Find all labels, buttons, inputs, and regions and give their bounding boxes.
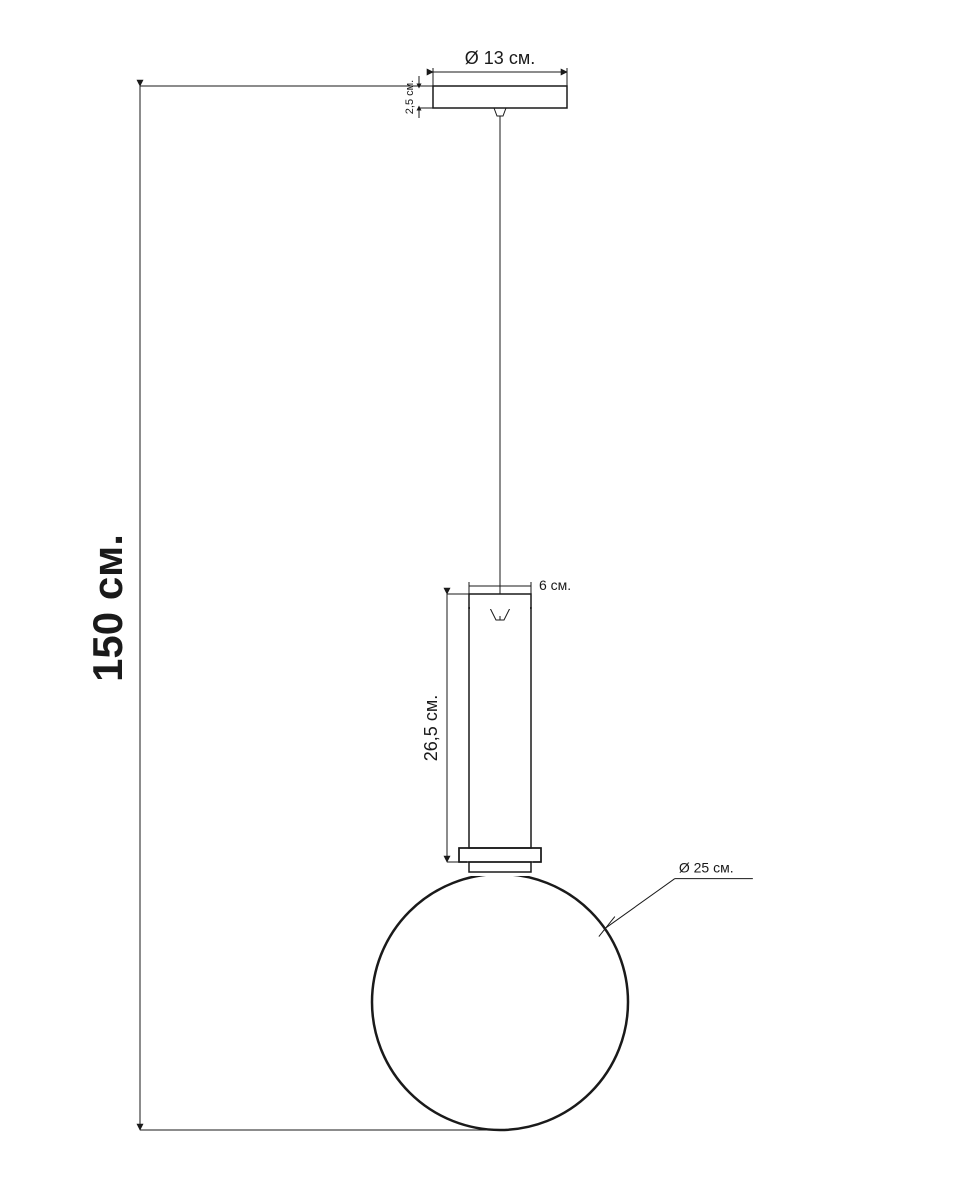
globe <box>372 874 628 1130</box>
label-canopy-diameter: Ø 13 см. <box>465 48 535 68</box>
label-total-height: 150 см. <box>84 534 131 682</box>
label-globe-diameter: Ø 25 см. <box>679 860 734 876</box>
label-stem-height: 26,5 см. <box>421 695 441 761</box>
dim-globe-diameter <box>605 879 675 929</box>
stem-body <box>469 608 531 848</box>
canopy <box>433 86 567 108</box>
label-canopy-height: 2,5 см. <box>404 80 416 114</box>
label-stem-width: 6 см. <box>539 577 571 593</box>
canopy-nipple <box>494 108 506 116</box>
pendant-lamp-diagram: 150 см. Ø 13 см. 2,5 см. 6 см. 26,5 см. Ø 25 … <box>0 0 960 1200</box>
collar <box>459 848 541 862</box>
stem-cap <box>469 594 531 608</box>
